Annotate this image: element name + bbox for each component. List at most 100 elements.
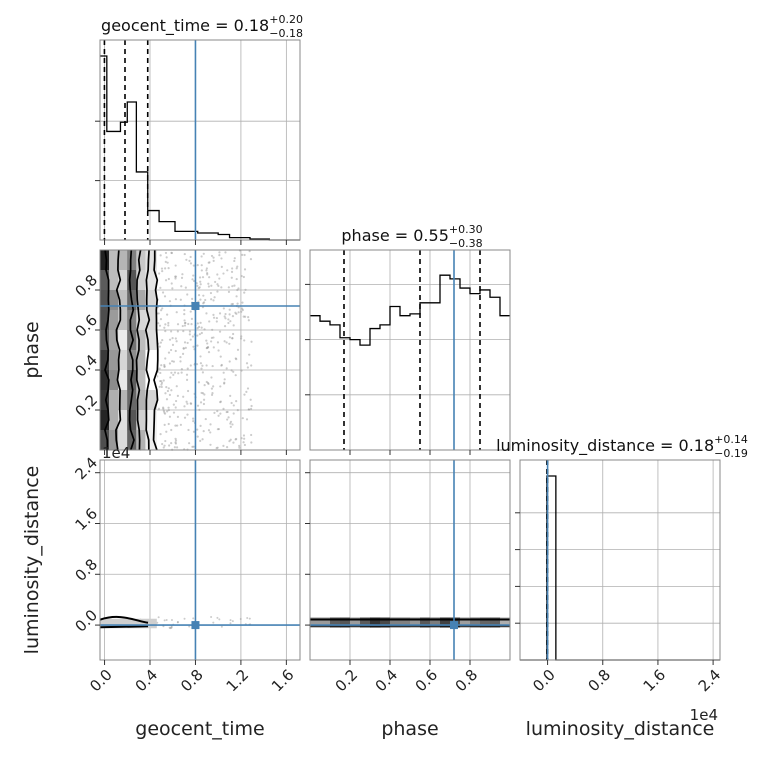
luminosity_distance-title-minus: −0.19 (714, 447, 748, 460)
r10-scatter-point (205, 312, 208, 315)
r10-scatter-point (174, 264, 177, 267)
r10-scatter-point (169, 348, 173, 352)
r10-scatter-point (200, 367, 203, 370)
r10-density-cell (118, 290, 128, 311)
r20-density-band (100, 618, 157, 629)
r10-scatter-point (207, 382, 210, 386)
r10-scatter-point (167, 422, 170, 426)
r10-scatter-point (225, 341, 228, 344)
r10-scatter-point (235, 295, 238, 298)
r10-density-cell (118, 270, 128, 291)
r10-scatter-point (172, 411, 176, 414)
r10-scatter-point (219, 401, 222, 404)
r10-density-cell (136, 390, 146, 411)
r21-density-cell (360, 617, 371, 628)
r10-density-cell (100, 330, 110, 351)
r21-density-cell (390, 617, 401, 628)
r10-scatter-point (170, 330, 173, 333)
r20-scatter-point (239, 617, 242, 620)
r10-scatter-point (231, 302, 234, 306)
r21-xtick-label-0: 0.2 (332, 666, 362, 696)
r10-ytick-label-1: 0.4 (71, 351, 101, 381)
r10-density-cell (145, 310, 157, 331)
r10-scatter-point (174, 441, 177, 444)
r20-scatter-point (165, 619, 168, 622)
r10-scatter-point (218, 254, 221, 257)
r10-scatter-point (215, 316, 218, 320)
r10-scatter-point (241, 301, 244, 304)
r10-density-cell (136, 250, 146, 271)
r10-scatter-point (248, 353, 251, 356)
r10-scatter-point (200, 264, 203, 267)
r10-scatter-point (212, 313, 215, 316)
r10-scatter-point (180, 285, 183, 288)
r10-scatter-point (186, 367, 189, 370)
panel-luminosity_distance-vs-geocent_time-background (100, 460, 300, 660)
r10-scatter-point (180, 371, 183, 374)
r10-scatter-point (240, 335, 243, 338)
r21-truth-marker (450, 621, 458, 630)
r10-scatter-point (230, 270, 234, 273)
r10-scatter-point (206, 342, 209, 345)
r20-scatter-point (170, 618, 173, 621)
r21-density-cell (350, 617, 361, 628)
r10-density-cell (118, 350, 128, 371)
r10-scatter-point (174, 424, 177, 427)
r10-scatter-point (230, 401, 233, 405)
r10-scatter-point (196, 435, 199, 438)
r10-scatter-point (250, 433, 253, 437)
r10-scatter-point (213, 411, 216, 414)
r10-scatter-point (250, 441, 253, 444)
r10-scatter-point (239, 337, 243, 340)
r10-scatter-point (189, 402, 193, 405)
r10-density-cell (145, 330, 157, 351)
r10-density-cell (127, 410, 137, 431)
r10-scatter-point (222, 407, 225, 410)
r10-scatter-point (176, 323, 180, 326)
r20-scatter-point (170, 626, 173, 629)
panel-geocent_time-hist-background (100, 40, 300, 240)
r10-scatter-point (237, 311, 240, 314)
r10-scatter-point (205, 269, 208, 272)
r10-scatter-point (213, 296, 216, 299)
r20-scatter-point (246, 616, 249, 619)
r20-scatter-point (218, 618, 221, 621)
r20-scatter-point (212, 621, 215, 624)
r10-scatter-point (222, 444, 225, 447)
r10-density-cell (145, 390, 157, 411)
r10-scatter-point (159, 341, 162, 344)
r10-scatter-point (214, 280, 217, 284)
r10-scatter-point (196, 327, 199, 330)
r10-density-cell (109, 370, 119, 391)
r10-scatter-point (189, 310, 192, 313)
r10-density-cell (109, 290, 119, 311)
r10-scatter-point (225, 367, 228, 370)
r10-scatter-point (233, 257, 236, 260)
r10-contour-1 (115, 249, 122, 451)
r21-xtick-label-1: 0.4 (372, 666, 402, 696)
r10-scatter-point (248, 250, 251, 253)
h2-xtick-label-2: 1.6 (640, 666, 670, 696)
r10-scatter-point (174, 298, 178, 301)
r10-scatter-point (241, 253, 244, 256)
r10-scatter-point (159, 286, 162, 289)
r10-scatter-point (160, 309, 163, 312)
r10-scatter-point (226, 269, 229, 272)
r20-contour-1 (99, 625, 149, 629)
r10-scatter-point (182, 330, 185, 333)
r10-density-cell (118, 410, 128, 431)
r10-scatter-point (244, 315, 247, 318)
r10-density-cell (127, 330, 137, 351)
r10-scatter-point (168, 300, 172, 303)
r10-scatter-point (189, 262, 193, 265)
r10-scatter-point (203, 393, 206, 396)
r10-scatter-point (223, 325, 227, 328)
r10-scatter-point (174, 337, 177, 340)
r10-scatter-point (190, 323, 193, 326)
r10-density-cell (100, 270, 110, 291)
r10-scatter-point (231, 267, 234, 270)
r10-scatter-point (167, 267, 170, 270)
r10-scatter-point (209, 291, 213, 295)
r20-contour-0 (99, 615, 149, 624)
r20-ytick-label-2: 1.6 (71, 504, 101, 534)
